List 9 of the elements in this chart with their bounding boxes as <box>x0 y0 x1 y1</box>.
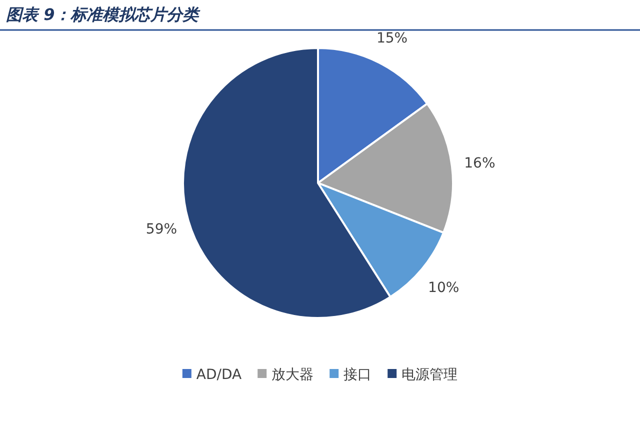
data-label: 59% <box>146 221 178 238</box>
data-label: 16% <box>464 155 496 172</box>
legend-label: 接口 <box>344 366 372 383</box>
legend-label: 放大器 <box>272 366 314 383</box>
chart-title: 图表 9：标准模拟芯片分类 <box>6 5 201 24</box>
legend-label: AD/DA <box>196 366 242 383</box>
data-label: 10% <box>428 280 460 296</box>
data-label: 15% <box>376 30 408 47</box>
legend-label: 电源管理 <box>402 366 458 383</box>
